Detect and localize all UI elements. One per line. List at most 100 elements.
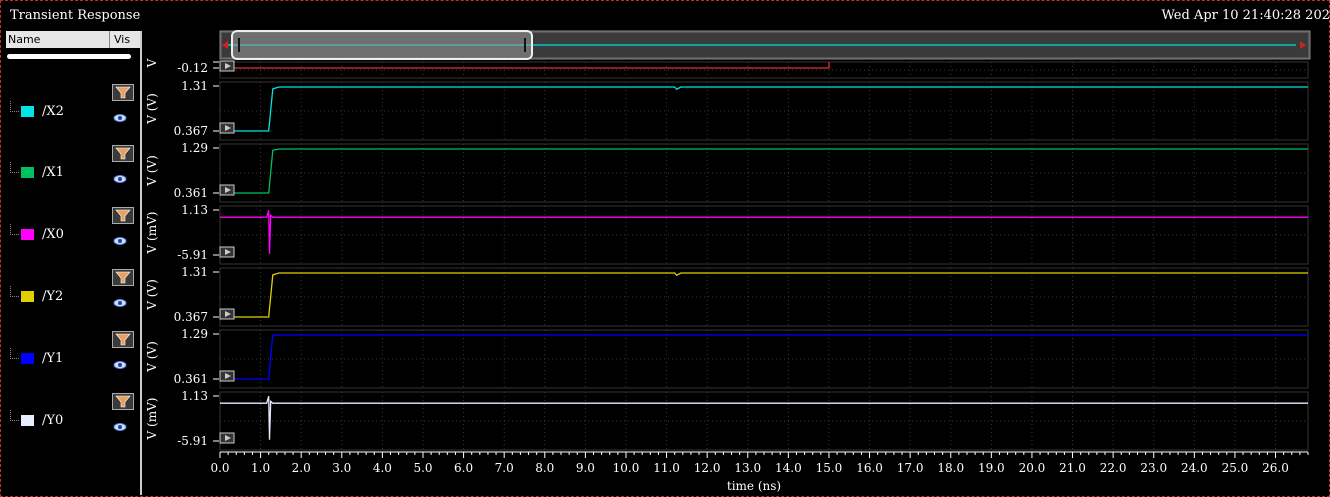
x-tick-label: 12.0 (694, 461, 721, 475)
x-tick-label: 17.0 (897, 461, 924, 475)
x-tick-label: 7.0 (495, 461, 514, 475)
signal-name[interactable]: /X1 (42, 165, 64, 180)
x-tick-label: 0.0 (210, 461, 229, 475)
signal-color-swatch (21, 106, 34, 117)
tree-connector (10, 286, 19, 297)
waveform-trace[interactable] (220, 396, 1308, 440)
signal-color-swatch (21, 353, 34, 364)
y-bottom-tick-label: -0.12 (177, 61, 208, 75)
x-tick-label: 15.0 (816, 461, 843, 475)
x-tick-label: 20.0 (1019, 461, 1046, 475)
y-axis-label: V (145, 58, 159, 68)
signal-color-swatch (21, 167, 34, 178)
y-top-tick-label: 1.13 (181, 203, 208, 217)
signal-name[interactable]: /Y1 (42, 351, 64, 366)
y-bottom-tick-label: 0.361 (174, 186, 208, 200)
play-triangle-icon (225, 249, 231, 255)
x-tick-label: 25.0 (1222, 461, 1249, 475)
y-axis-label: V (V) (145, 93, 159, 125)
x-tick-label: 1.0 (251, 461, 270, 475)
x-tick-label: 10.0 (613, 461, 640, 475)
y-top-tick-label: 1.13 (181, 389, 208, 403)
visibility-eye-icon[interactable] (113, 293, 129, 307)
y-axis-label: V (mV) (145, 212, 159, 255)
filter-icon[interactable] (112, 331, 134, 348)
y-axis-label: V (mV) (145, 398, 159, 441)
visibility-eye-icon[interactable] (113, 417, 129, 431)
x-tick-label: 5.0 (413, 461, 432, 475)
y-top-tick-label: 1.31 (181, 79, 208, 93)
y-axis-label: V (V) (145, 279, 159, 311)
signal-name[interactable]: /Y0 (42, 413, 64, 428)
waveform-trace[interactable] (220, 148, 1308, 194)
x-tick-label: 22.0 (1100, 461, 1127, 475)
x-tick-label: 13.0 (734, 461, 761, 475)
signal-name[interactable]: /Y2 (42, 289, 64, 304)
filter-icon[interactable] (112, 84, 134, 101)
tree-connector (10, 101, 19, 112)
filter-icon[interactable] (112, 393, 134, 410)
play-triangle-icon (225, 435, 231, 441)
play-triangle-icon (225, 373, 231, 379)
legend-header: Name Vis (6, 31, 140, 48)
tree-connector (10, 162, 19, 173)
y-bottom-tick-label: 0.367 (174, 310, 208, 324)
play-triangle-icon (225, 311, 231, 317)
signal-name[interactable]: /X0 (42, 227, 64, 242)
waveform-trace[interactable] (220, 334, 1308, 380)
x-tick-label: 4.0 (373, 461, 392, 475)
visibility-eye-icon[interactable] (113, 108, 129, 122)
y-top-tick-label: 1.29 (181, 327, 208, 341)
x-tick-label: 19.0 (978, 461, 1005, 475)
signal-color-swatch (21, 415, 34, 426)
waveform-trace[interactable] (220, 86, 1308, 132)
filter-icon[interactable] (112, 145, 134, 162)
x-tick-label: 8.0 (535, 461, 554, 475)
x-tick-label: 21.0 (1059, 461, 1086, 475)
y-top-tick-label: 1.31 (181, 265, 208, 279)
waveform-trace[interactable] (220, 210, 1308, 254)
x-tick-label: 14.0 (775, 461, 802, 475)
visibility-eye-icon[interactable] (113, 169, 129, 183)
filter-icon[interactable] (112, 207, 134, 224)
signal-color-swatch (21, 291, 34, 302)
x-tick-label: 24.0 (1181, 461, 1208, 475)
legend-col-vis[interactable]: Vis (109, 31, 130, 48)
x-tick-label: 3.0 (332, 461, 351, 475)
play-triangle-icon (225, 125, 231, 131)
play-triangle-icon (225, 187, 231, 193)
overview-thumb[interactable] (231, 30, 533, 60)
y-bottom-tick-label: -5.91 (177, 434, 208, 448)
filter-icon[interactable] (112, 269, 134, 286)
waveform-trace[interactable] (220, 272, 1308, 318)
scroll-left-arrow-icon[interactable] (222, 41, 228, 49)
x-tick-label: 2.0 (292, 461, 311, 475)
y-axis-label: V (V) (145, 155, 159, 187)
play-triangle-icon (225, 63, 231, 69)
y-axis-label: V (V) (145, 341, 159, 373)
signal-color-swatch (21, 229, 34, 240)
waveform-trace[interactable] (220, 62, 830, 69)
visibility-eye-icon[interactable] (113, 355, 129, 369)
y-bottom-tick-label: -5.91 (177, 248, 208, 262)
visibility-eye-icon[interactable] (113, 231, 129, 245)
x-tick-label: 18.0 (937, 461, 964, 475)
legend-col-name[interactable]: Name (8, 33, 41, 46)
y-top-tick-label: 1.29 (181, 141, 208, 155)
window-title: Transient Response (10, 8, 141, 23)
timestamp: Wed Apr 10 21:40:28 202 (1161, 8, 1330, 23)
tree-connector (10, 224, 19, 235)
signal-name[interactable]: /X2 (42, 104, 64, 119)
x-tick-label: 9.0 (576, 461, 595, 475)
legend-scrollbar[interactable] (7, 54, 131, 59)
x-axis-label: time (ns) (727, 479, 781, 493)
scroll-right-arrow-icon[interactable] (1300, 41, 1306, 49)
y-bottom-tick-label: 0.367 (174, 124, 208, 138)
x-tick-label: 6.0 (454, 461, 473, 475)
x-tick-label: 26.0 (1262, 461, 1289, 475)
tree-connector (10, 348, 19, 359)
x-tick-label: 16.0 (856, 461, 883, 475)
y-bottom-tick-label: 0.361 (174, 372, 208, 386)
tree-connector (10, 410, 19, 421)
